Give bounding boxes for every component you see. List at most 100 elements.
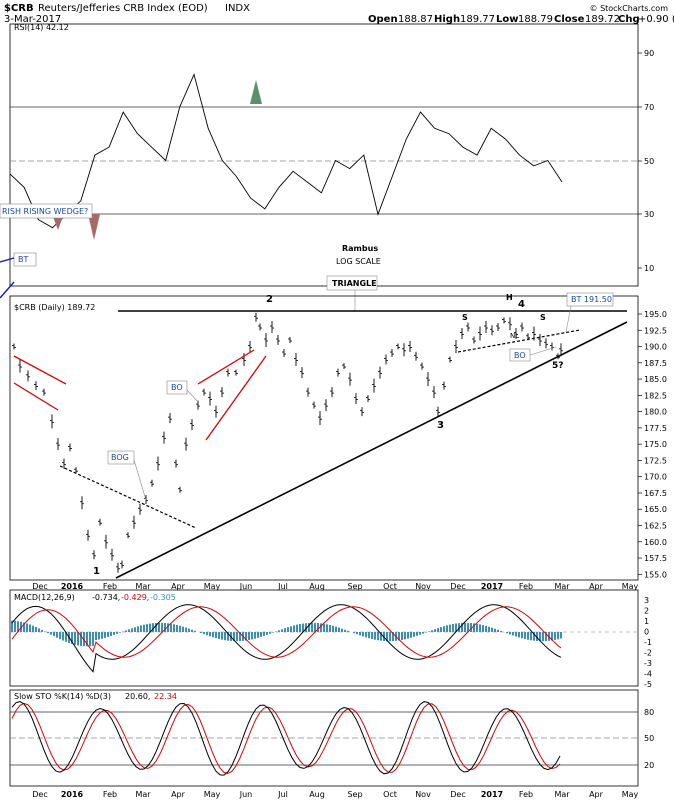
rsi-tick-label: 70 bbox=[644, 103, 654, 112]
close-label: Close bbox=[554, 14, 585, 25]
head-label: H bbox=[506, 293, 513, 302]
bt-label-right: BT 191.50 bbox=[571, 295, 612, 304]
chg-value: +0.90 (+0.48%) bbox=[638, 14, 674, 25]
wave-1-label: 1 bbox=[93, 566, 100, 577]
price-tick-label: 162.5 bbox=[644, 522, 667, 531]
symbol: $CRB bbox=[4, 3, 34, 14]
month-label: Nov bbox=[415, 582, 431, 591]
rsi-label: RSI(14) 42.12 bbox=[14, 23, 69, 32]
rising-wedge-box bbox=[0, 203, 93, 219]
macd-hist-value: -0.305 bbox=[150, 593, 176, 602]
month-label: Dec bbox=[450, 582, 465, 591]
sto-label: Slow STO %K(14) %D(3) bbox=[14, 692, 111, 701]
bog-pointer bbox=[133, 459, 147, 501]
macd-value: -0.734, bbox=[92, 593, 120, 602]
macd-line bbox=[11, 604, 562, 673]
month-label: Mar bbox=[135, 790, 151, 799]
month-label: Jun bbox=[239, 790, 253, 799]
macd-tick-label: -5 bbox=[644, 680, 652, 689]
sto-d-line bbox=[11, 702, 561, 775]
rsi-tick-label: 90 bbox=[644, 49, 654, 58]
bt-pointer-right bbox=[565, 305, 572, 333]
triangle-label: TRIANGLE bbox=[332, 279, 377, 288]
macd-tick-label: -1 bbox=[644, 638, 652, 647]
bo-label-left: BO bbox=[171, 383, 183, 392]
macd-label: MACD(12,26,9) bbox=[14, 593, 75, 602]
month-label: Oct bbox=[383, 790, 397, 799]
month-label: Feb bbox=[103, 582, 117, 591]
macd-tick-label: 2 bbox=[644, 607, 649, 616]
open-value: 188.87 bbox=[398, 14, 433, 25]
month-label: Dec bbox=[32, 582, 47, 591]
price-tick-label: 182.5 bbox=[644, 391, 667, 400]
rsi-tick-label: 50 bbox=[644, 157, 654, 166]
month-label: Mar bbox=[554, 582, 570, 591]
rsi-frame bbox=[9, 23, 639, 287]
open-label: Open bbox=[368, 14, 398, 25]
macd-ticks: 3 21 0-1 -2-3 -4-5 bbox=[644, 596, 652, 689]
wave-3-label: 3 bbox=[437, 420, 444, 431]
red-channel-3 bbox=[197, 349, 255, 385]
month-label: Aug bbox=[309, 582, 325, 591]
bt-box-left bbox=[13, 252, 37, 267]
price-tick-label: 172.5 bbox=[644, 456, 667, 465]
red-channel-2 bbox=[13, 382, 59, 411]
price-label: $CRB (Daily) 189.72 bbox=[14, 303, 95, 312]
month-label: Feb bbox=[519, 790, 533, 799]
month-label: Apr bbox=[171, 790, 186, 799]
wedge-line-1 bbox=[0, 257, 15, 263]
copyright: © StockCharts.com bbox=[590, 4, 669, 13]
price-tick-label: 155.0 bbox=[644, 570, 667, 579]
price-tick-label: 185.0 bbox=[644, 375, 667, 384]
exchange: INDX bbox=[225, 3, 250, 14]
shoulder-left-label: S bbox=[462, 313, 468, 322]
wave-2-label: 2 bbox=[266, 294, 273, 305]
sto-tick-label: 80 bbox=[644, 708, 654, 717]
bo-pointer-left bbox=[186, 389, 199, 403]
rsi-panel: RSI(14) 42.12 90 70 50 30 10 RISH RISING WED… bbox=[0, 23, 654, 312]
rsi-ticks: 90 70 50 30 10 bbox=[638, 49, 654, 273]
month-label: Mar bbox=[135, 582, 151, 591]
price-tick-label: 175.0 bbox=[644, 440, 667, 449]
chg-label: Chg bbox=[618, 14, 640, 25]
wave-4-label: 4 bbox=[518, 299, 525, 310]
bog-box bbox=[107, 450, 135, 465]
month-axis-sto: Dec 2016 Feb Mar Apr May Jun Jul Aug Sep Oct Nov Dec… bbox=[32, 790, 638, 799]
macd-tick-label: 0 bbox=[644, 628, 649, 637]
rambus-label: Rambus bbox=[342, 244, 378, 253]
high-value: 189.77 bbox=[460, 14, 495, 25]
neckline bbox=[457, 329, 581, 353]
month-label: Jul bbox=[277, 582, 288, 591]
low-label: Low bbox=[496, 14, 518, 25]
bo-pointer-right bbox=[529, 346, 557, 356]
bt-box-right bbox=[566, 292, 614, 307]
sto-d-value: 22.34 bbox=[154, 692, 177, 701]
high-label: High bbox=[434, 14, 460, 25]
month-label: May bbox=[622, 582, 639, 591]
wedge-line-2 bbox=[0, 281, 15, 299]
month-label: 2016 bbox=[61, 582, 84, 591]
month-label: Dec bbox=[32, 790, 47, 799]
month-label: Apr bbox=[589, 790, 604, 799]
month-label: Mar bbox=[554, 790, 570, 799]
month-label: May bbox=[622, 790, 639, 799]
sto-ticks: 80 50 20 bbox=[644, 708, 654, 770]
month-label: 2017 bbox=[481, 790, 503, 799]
month-label: May bbox=[204, 790, 221, 799]
price-tick-label: 187.5 bbox=[644, 359, 667, 368]
date: 3-Mar-2017 bbox=[4, 14, 61, 25]
price-tick-label: 180.0 bbox=[644, 408, 667, 417]
dashed-trend-left bbox=[59, 465, 197, 529]
month-label: 2016 bbox=[61, 790, 84, 799]
triangle-bottom-line bbox=[115, 321, 628, 579]
macd-tick-label: 3 bbox=[644, 596, 649, 605]
red-channel-4 bbox=[205, 355, 267, 441]
bog-label: BOG bbox=[111, 453, 129, 462]
month-label: Feb bbox=[103, 790, 117, 799]
macd-panel: MACD(12,26,9) -0.734, -0.429, -0.305 3 21… bbox=[9, 589, 652, 689]
month-label: Apr bbox=[589, 582, 604, 591]
month-label: Aug bbox=[309, 790, 325, 799]
month-label: Nov bbox=[415, 790, 431, 799]
macd-tick-label: -4 bbox=[644, 670, 652, 679]
month-label: May bbox=[204, 582, 221, 591]
